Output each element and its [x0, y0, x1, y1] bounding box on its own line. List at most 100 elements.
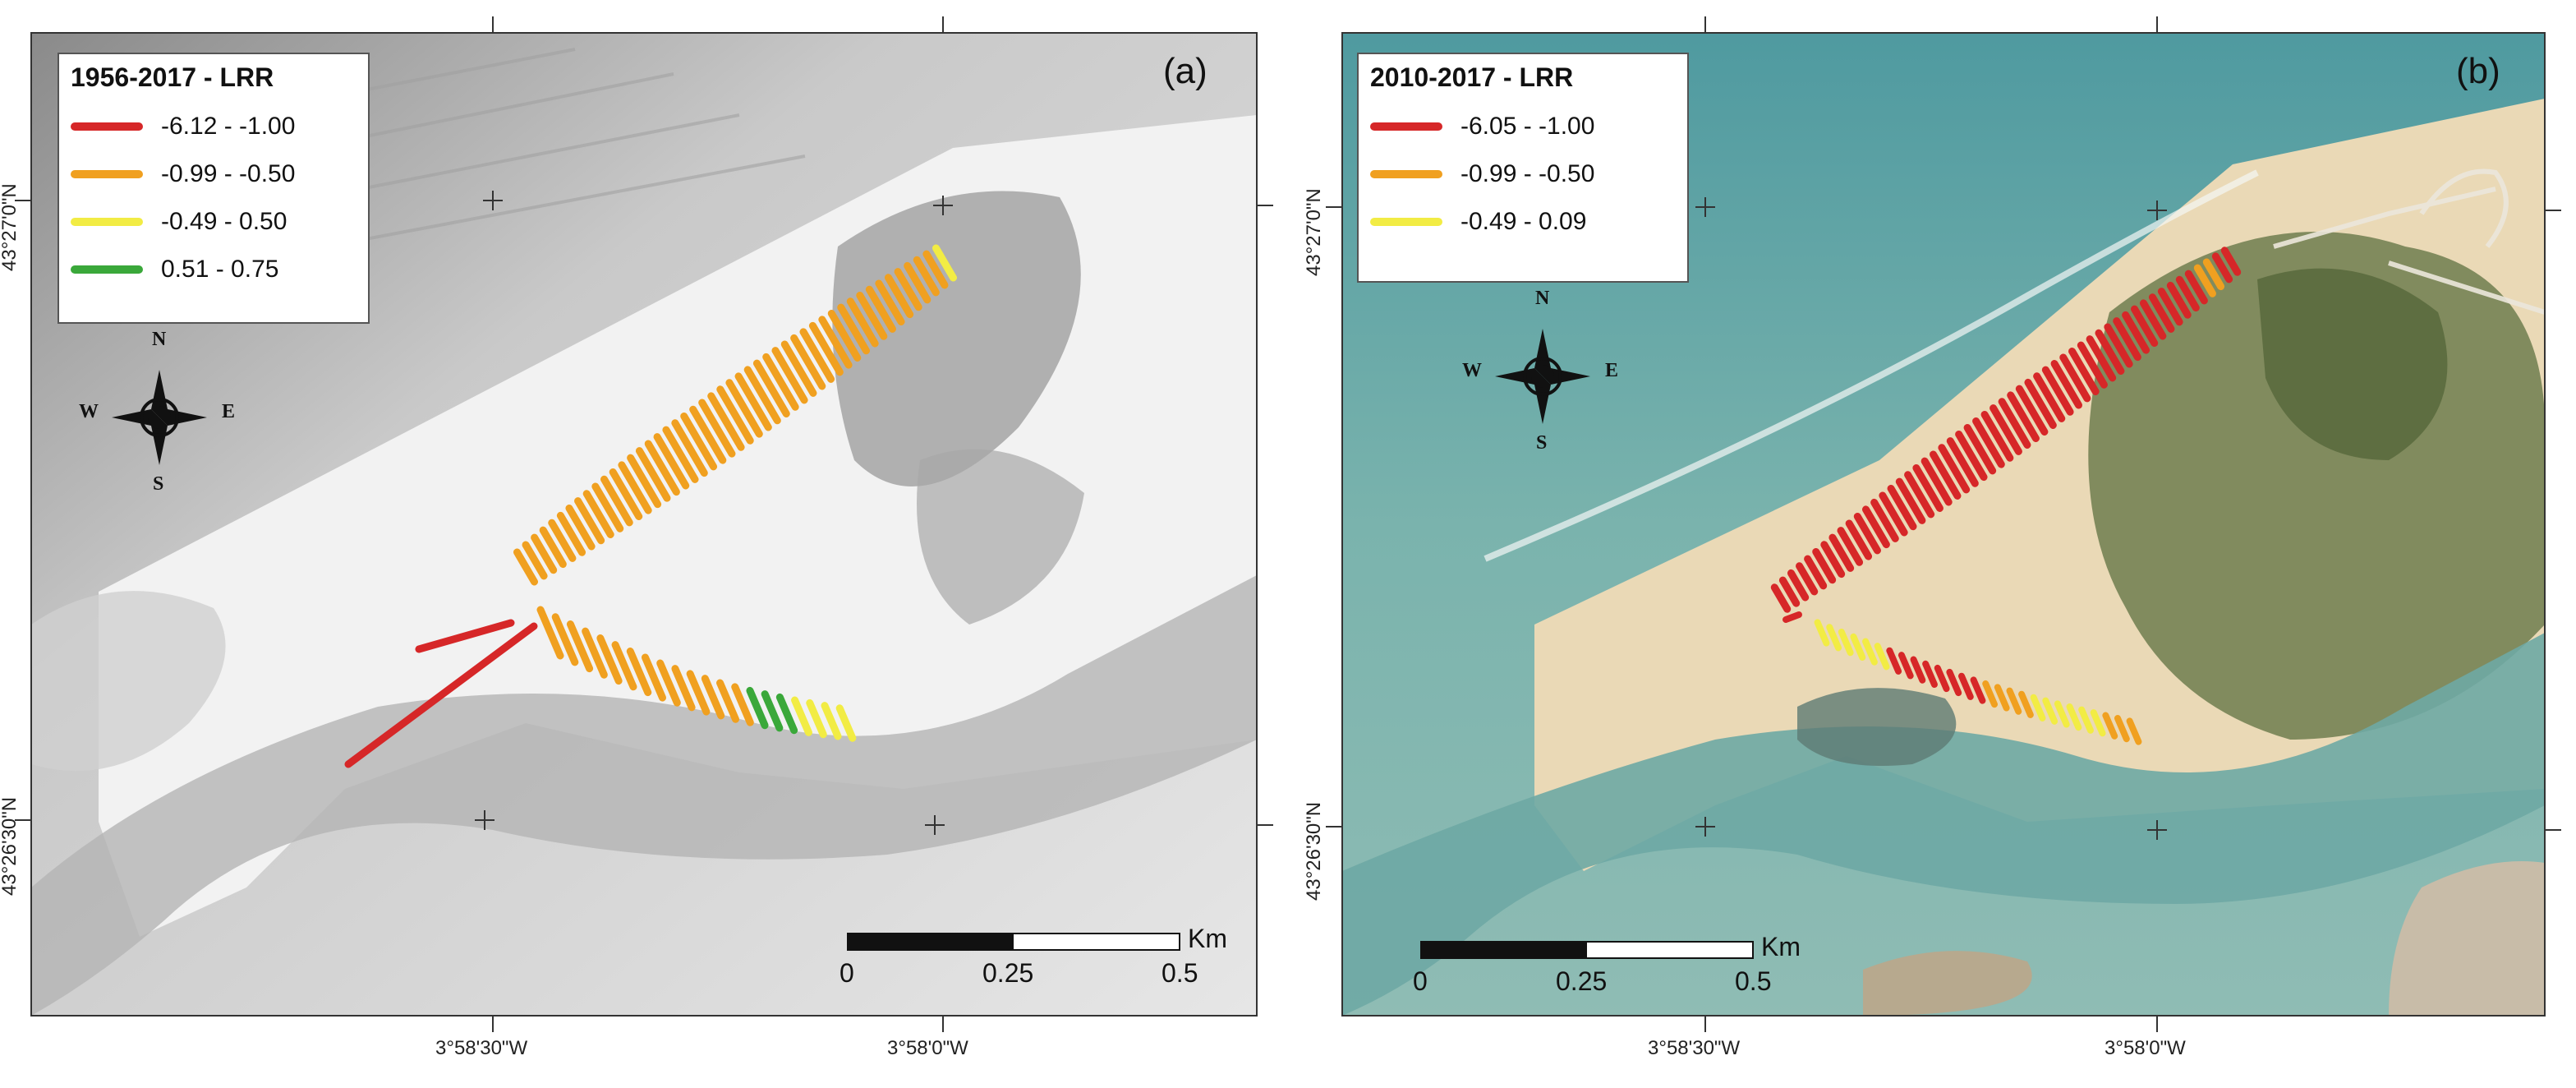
- legend-title: 2010-2017 - LRR: [1370, 62, 1574, 92]
- transect: [671, 419, 708, 477]
- transect: [1898, 652, 1914, 680]
- legend-item: 0.51 - 0.75: [71, 246, 356, 293]
- transect: [2033, 372, 2066, 422]
- transect: [1946, 668, 1962, 697]
- transects-a: [344, 244, 957, 768]
- dune-patch: [917, 449, 1084, 625]
- scale-label: 0: [840, 958, 854, 988]
- panel-label-b: (b): [2456, 51, 2500, 91]
- legend-swatch: [1370, 218, 1442, 226]
- transect: [635, 447, 671, 502]
- scale-label: 0.5: [1735, 966, 1772, 996]
- legend-a: 1956-2017 - LRR -6.12 - -1.00 -0.99 - -0.…: [58, 53, 370, 324]
- transect: [780, 340, 817, 397]
- transect: [344, 622, 538, 768]
- transect: [701, 675, 725, 720]
- sand-bar: [31, 591, 226, 772]
- transect: [1796, 562, 1819, 596]
- transect: [1938, 444, 1971, 494]
- x-tick-label: 3°58'0"W: [2104, 1037, 2186, 1059]
- transect: [1837, 527, 1864, 566]
- legend-item: -0.49 - 0.50: [71, 198, 356, 246]
- estuary-channel: [31, 575, 1257, 1016]
- transect: [2211, 252, 2233, 284]
- transect: [1934, 664, 1950, 693]
- transect: [2193, 264, 2216, 297]
- transect: [2166, 281, 2192, 319]
- transect: [2050, 360, 2082, 409]
- transect: [2066, 703, 2082, 731]
- transect: [1912, 463, 1944, 512]
- grid-crosses: [1695, 197, 2167, 840]
- transect: [671, 665, 696, 712]
- headland: [1863, 951, 2032, 1016]
- transect: [904, 261, 932, 304]
- transect: [689, 405, 727, 464]
- transect: [1955, 431, 1988, 482]
- transect: [574, 497, 605, 545]
- transect: [1930, 450, 1962, 500]
- town-area: [2389, 861, 2545, 1016]
- axis-ticks: [1326, 16, 2561, 1032]
- map-panel-a: 1956-2017 - LRR -6.12 - -1.00 -0.99 - -0.…: [0, 16, 1273, 1059]
- transect: [644, 440, 680, 496]
- transect: [548, 519, 577, 562]
- transect: [1946, 437, 1979, 487]
- transect: [1862, 638, 1878, 666]
- legend-label: -6.12 - -1.00: [161, 113, 296, 140]
- transect: [1879, 491, 1908, 537]
- transect: [1970, 676, 1986, 704]
- transect: [791, 696, 812, 736]
- transect: [875, 279, 905, 326]
- transect: [2024, 378, 2057, 429]
- transect: [2054, 700, 2070, 728]
- legend-label: -0.99 - -0.50: [1460, 160, 1595, 187]
- transect: [582, 490, 614, 539]
- legend-item: -6.05 - -1.00: [1370, 103, 1676, 150]
- transect: [894, 268, 922, 311]
- transect: [582, 627, 608, 679]
- compass-east-label: E: [222, 401, 236, 422]
- transect: [1861, 505, 1890, 549]
- transect: [2220, 247, 2242, 276]
- transect: [686, 670, 711, 716]
- transect: [808, 321, 844, 376]
- transect: [2104, 323, 2133, 368]
- transect: [609, 468, 643, 521]
- transect: [846, 297, 879, 348]
- transect: [1787, 569, 1810, 602]
- transect: [790, 334, 826, 390]
- tidal-flat: [1797, 688, 1957, 766]
- transect: [716, 679, 739, 723]
- transect: [627, 454, 662, 509]
- transect: [1826, 624, 1842, 652]
- transect: [2102, 712, 2118, 740]
- transect: [2095, 329, 2125, 375]
- transect: [2030, 694, 2046, 721]
- transect: [1963, 423, 1997, 475]
- transect: [2139, 299, 2167, 340]
- compass-north-label: N: [152, 329, 167, 350]
- legend-label: 0.51 - 0.75: [161, 256, 279, 283]
- transect: [1804, 555, 1828, 590]
- legend-swatch: [71, 122, 143, 131]
- legend-swatch: [71, 265, 143, 274]
- scale-unit: Km: [1188, 924, 1227, 953]
- transect: [600, 475, 633, 527]
- transect: [913, 256, 940, 297]
- transect: [2157, 288, 2183, 326]
- compass-west-label: W: [79, 401, 99, 422]
- transect: [2059, 353, 2091, 403]
- scale-bar: [1420, 941, 1754, 959]
- dune-field: [832, 191, 1081, 486]
- x-tick-label: 3°58'0"W: [887, 1037, 968, 1059]
- legend-item: -0.49 - 0.09: [1370, 198, 1676, 246]
- transect: [1886, 647, 1902, 675]
- transect: [1982, 680, 1999, 708]
- transect: [806, 698, 827, 739]
- transect: [2175, 275, 2200, 312]
- transect: [596, 634, 623, 685]
- compass-north-label: N: [1535, 288, 1550, 309]
- map-panel-b: 2010-2017 - LRR -6.05 - -1.00 -0.99 - -0.…: [1288, 0, 2576, 1088]
- compass-west-label: W: [1462, 360, 1482, 381]
